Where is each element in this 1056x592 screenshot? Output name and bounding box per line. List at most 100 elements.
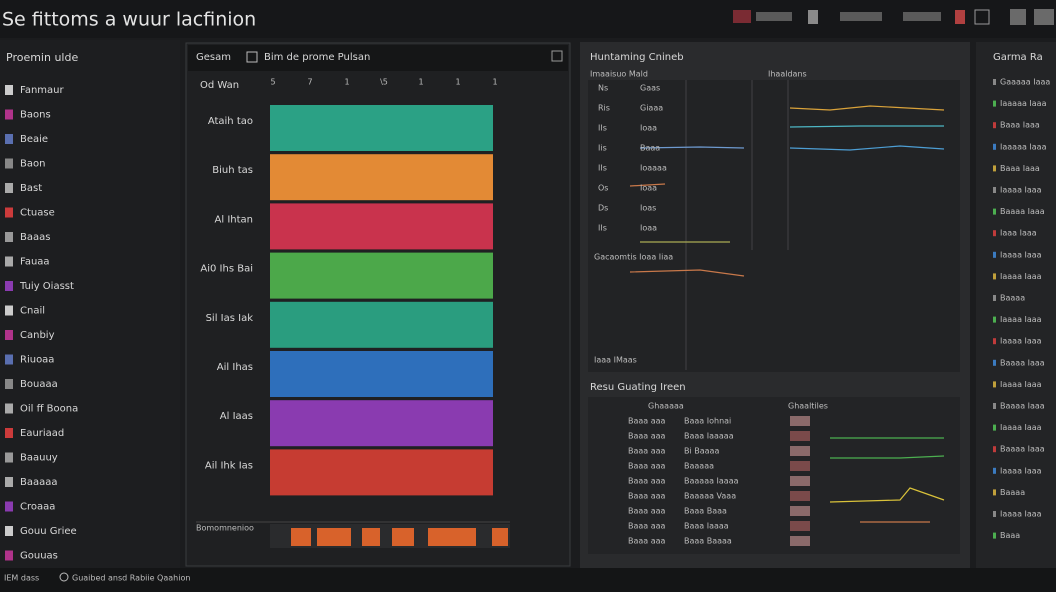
side-item[interactable]: Iaaaa Iaaa (1000, 423, 1042, 432)
icon[interactable] (840, 12, 882, 21)
sidebar-item[interactable]: Fauaa (20, 257, 50, 268)
side-item[interactable]: Baaaa (1000, 488, 1025, 497)
table-cell: Baaa aaa (628, 432, 666, 441)
sidebar-item[interactable]: Ctuase (20, 208, 55, 219)
icon[interactable] (903, 12, 941, 21)
sidebar-item[interactable]: Baon (20, 159, 45, 170)
side-item[interactable]: Iaaa Iaaa (1000, 229, 1037, 238)
table-cell: Baaa aaa (628, 522, 666, 531)
side-item[interactable]: Baaa (1000, 531, 1020, 540)
scale-label: 1 (418, 78, 423, 87)
icon[interactable] (1010, 9, 1026, 25)
scale-label: 1 (455, 78, 460, 87)
sidebar-item[interactable]: Cnail (20, 306, 45, 317)
side-panel-title: Garma Ra (993, 52, 1043, 63)
section-label: Iaaa IMaas (594, 356, 637, 365)
column-label: Od Wan (200, 80, 239, 91)
sidebar-item[interactable]: Beaie (20, 134, 48, 145)
icon[interactable] (974, 9, 990, 25)
side-item[interactable]: Baaa Iaaa (1000, 121, 1040, 130)
side-item[interactable]: Iaaaa Iaaa (1000, 315, 1042, 324)
sidebar-item[interactable]: Oil ff Boona (20, 404, 78, 415)
row-label: IIs (598, 224, 607, 233)
sidebar-item[interactable]: Croaaa (20, 502, 55, 513)
sidebar-item[interactable]: Riuoaa (20, 355, 54, 366)
table-cell: Baaa aaa (628, 477, 666, 486)
icon[interactable] (808, 10, 818, 24)
sidebar-item[interactable]: Fanmaur (20, 85, 65, 96)
table-cell: Baaa Baaaa (684, 537, 732, 546)
table-cell: Baaa aaa (628, 417, 666, 426)
sidebar-item[interactable]: Tuiy Oiasst (19, 281, 74, 292)
row-swatch (790, 506, 810, 516)
table-cell: Baaa Iohnai (684, 417, 731, 426)
item-marker (993, 446, 996, 453)
icon[interactable] (756, 12, 792, 21)
side-item[interactable]: Iaaaa Iaaa (1000, 510, 1042, 519)
sidebar-icon (5, 85, 13, 95)
sidebar-item[interactable]: Baons (20, 110, 51, 121)
item-marker (993, 208, 996, 215)
panel-tab[interactable]: Gesam (196, 52, 231, 63)
side-item[interactable]: Baaaa (1000, 294, 1025, 303)
sidebar-item[interactable]: Bast (20, 183, 42, 194)
side-item[interactable]: Baaaa Iaaa (1000, 358, 1045, 367)
table-traces (829, 437, 945, 523)
side-item[interactable]: Baaaa Iaaa (1000, 207, 1045, 216)
section-label: Gacaomtis Ioaa Iiaa (594, 253, 673, 262)
icon[interactable] (955, 10, 965, 24)
table-header: Ghaaaaa (648, 402, 684, 411)
sidebar-item[interactable]: Gouuas (20, 551, 58, 562)
timeline-strip (270, 524, 510, 548)
item-marker (993, 511, 996, 517)
row-label: Ris (598, 104, 610, 113)
side-item[interactable]: Iaaaaa Iaaa (1000, 99, 1047, 108)
trace (789, 105, 945, 111)
toolbar-icons[interactable] (733, 9, 1054, 25)
trace (829, 487, 945, 503)
window-title: Se fittoms a wuur lacfinion (2, 9, 256, 31)
table-cell: Baaa aaa (628, 462, 666, 471)
row-bar (270, 203, 493, 250)
row-swatch (790, 491, 810, 501)
side-list: Gaaaaa Iaaa Iaaaaa Iaaa Baaa Iaaa Iaaaaa Ia… (993, 78, 1050, 540)
row-bar (270, 301, 493, 348)
side-item[interactable]: Gaaaaa Iaaa (1000, 78, 1050, 87)
item-marker (993, 424, 996, 431)
side-item[interactable]: Iaaaaa Iaaa (1000, 142, 1047, 151)
scale-label: 1 (492, 78, 497, 87)
sidebar-icon (5, 379, 13, 389)
side-item[interactable]: Iaaaa Iaaa (1000, 380, 1042, 389)
sidebar-item[interactable]: Eauriaad (20, 428, 64, 439)
sidebar-icon (5, 501, 13, 512)
side-item[interactable]: Iaaaa Iaaa (1000, 186, 1042, 195)
side-item[interactable]: Iaaaa Iaaa (1000, 466, 1042, 475)
sidebar-icon (5, 550, 13, 561)
table-cell: Baaa aaa (628, 447, 666, 456)
side-item[interactable]: Iaaaa Iaaa (1000, 272, 1042, 281)
side-item[interactable]: Iaaaa Iaaa (1000, 337, 1042, 346)
sidebar-icon (5, 109, 13, 120)
sidebar-item[interactable]: Baaaaa (20, 477, 58, 488)
sidebar-item[interactable]: Bouaaa (20, 379, 58, 390)
row-value: Ioaa (640, 124, 657, 133)
sidebar-item[interactable]: Baauuy (20, 453, 58, 464)
row-label: Ns (598, 84, 608, 93)
side-item[interactable]: Baaa Iaaa (1000, 164, 1040, 173)
icon[interactable] (1034, 9, 1054, 25)
side-item[interactable]: Baaaa Iaaa (1000, 445, 1045, 454)
item-marker (993, 338, 996, 345)
side-item[interactable]: Baaaa Iaaa (1000, 402, 1045, 411)
icon[interactable] (733, 10, 751, 23)
side-item[interactable]: Iaaaa Iaaa (1000, 250, 1042, 259)
side-panel (976, 42, 1056, 568)
segment (428, 528, 476, 546)
scale-label: 5 (270, 78, 275, 87)
table (588, 397, 960, 554)
close-button[interactable] (551, 50, 563, 62)
sidebar-item[interactable]: Canbiy (20, 330, 55, 341)
status-bar (0, 568, 1056, 592)
row-bar (270, 105, 493, 151)
sidebar-item[interactable]: Gouu Griee (20, 526, 77, 537)
sidebar-item[interactable]: Baaas (20, 232, 50, 243)
